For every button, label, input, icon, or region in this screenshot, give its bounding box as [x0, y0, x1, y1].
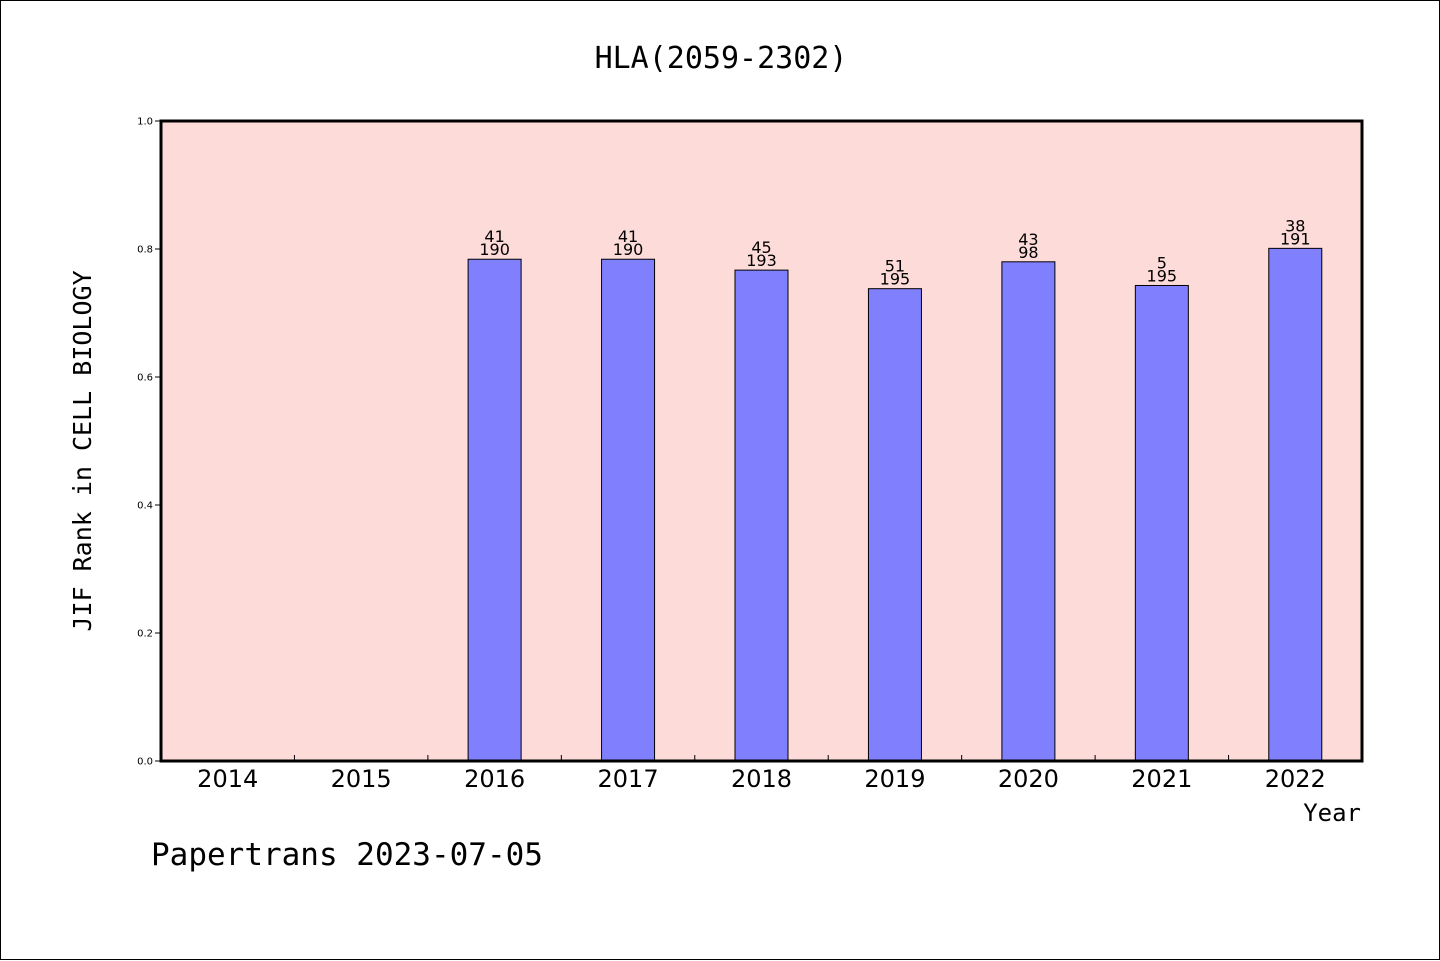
bar-label-total: 98	[1018, 243, 1038, 262]
y-tick-label: 0.6	[137, 373, 153, 384]
x-tick-label: 2018	[731, 765, 792, 793]
bar-label-rank: 5	[1157, 253, 1167, 272]
x-tick-label: 2016	[464, 765, 525, 793]
x-tick-label: 2014	[197, 765, 258, 793]
x-tick-label: 2015	[331, 765, 392, 793]
y-axis-label: JIF Rank in CELL BIOLOGY	[68, 270, 97, 631]
bar-label-total: 195	[880, 270, 911, 289]
chart-title: HLA(2059-2302)	[595, 41, 848, 76]
y-tick-label: 0.0	[137, 757, 153, 768]
bars-layer	[467, 247, 1323, 762]
x-tick-label: 2022	[1265, 765, 1326, 793]
x-tick-label: 2021	[1131, 765, 1192, 793]
x-axis-ticks: 2014 2015 2016 2017 2018 2019 2020 2021 2022	[197, 755, 1326, 793]
bar-2020	[1001, 261, 1056, 762]
y-tick-label: 0.8	[137, 245, 153, 256]
x-tick-label: 2017	[598, 765, 659, 793]
bar-2016	[467, 258, 522, 762]
bar-label-rank: 38	[1285, 216, 1305, 235]
plot-frame	[159, 119, 1364, 763]
bar-2018	[734, 269, 789, 762]
x-tick-label: 2020	[998, 765, 1059, 793]
bar-label-total: 191	[1280, 229, 1311, 248]
y-axis-ticks: 0.0 0.2 0.4 0.6 0.8 1.0	[137, 117, 161, 768]
bar-label-rank: 41	[618, 227, 638, 246]
bar-label-rank: 43	[1018, 230, 1038, 249]
x-axis-label: Year	[1303, 799, 1361, 827]
bar-2019	[867, 288, 922, 762]
bar-label-rank: 51	[885, 257, 905, 276]
x-tick-label: 2019	[864, 765, 925, 793]
bar-2021	[1134, 284, 1189, 762]
y-tick-label: 0.4	[137, 501, 153, 512]
bar-label-total: 193	[746, 251, 777, 270]
bar-label-rank: 45	[751, 238, 771, 257]
y-tick-label: 1.0	[137, 117, 153, 128]
bar-2022	[1268, 247, 1323, 762]
bar-label-total: 190	[479, 240, 510, 259]
bar-label-total: 195	[1147, 266, 1178, 285]
y-tick-label: 0.2	[137, 629, 153, 640]
bar-label-rank: 41	[484, 227, 504, 246]
bar-label-total: 190	[613, 240, 644, 259]
bar-2017	[601, 258, 656, 762]
footer-watermark: Papertrans 2023-07-05	[151, 837, 543, 873]
